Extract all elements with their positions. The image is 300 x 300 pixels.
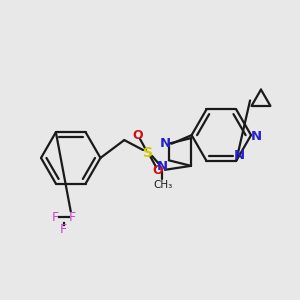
- Text: F: F: [51, 211, 58, 224]
- Text: N: N: [234, 149, 245, 162]
- Text: O: O: [133, 129, 143, 142]
- Text: F: F: [69, 211, 76, 224]
- Text: O: O: [153, 164, 163, 177]
- Text: S: S: [143, 146, 153, 160]
- Text: CH₃: CH₃: [153, 180, 172, 190]
- Text: N: N: [159, 137, 170, 150]
- Text: F: F: [60, 223, 68, 236]
- Text: N: N: [250, 130, 262, 142]
- Text: N: N: [156, 160, 167, 173]
